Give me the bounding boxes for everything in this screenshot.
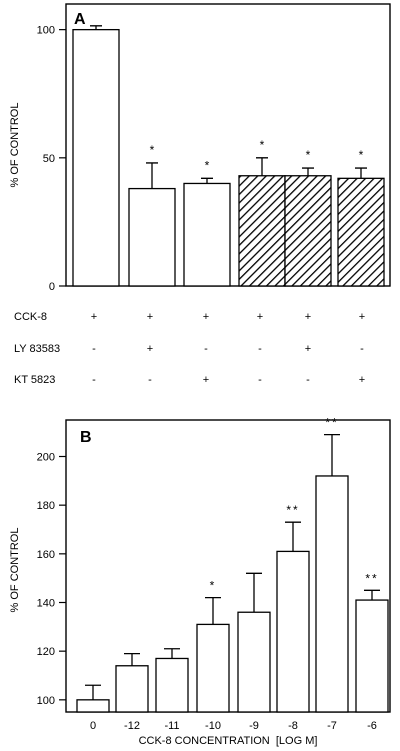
panel-b-label: B	[80, 429, 92, 446]
panel-b-ytick-label: 160	[37, 549, 55, 561]
panel-b-ylabel: % OF CONTROL	[9, 528, 21, 613]
panel-b-bar	[76, 699, 110, 713]
panel-b-xtick-label: -8	[288, 720, 298, 732]
panel-b-bar	[355, 599, 389, 713]
panel-a: A % OF CONTROL 0 50 100 * * * * * CCK-8 + + + + + + L…	[9, 3, 391, 386]
panel-b-xtick-label: -12	[124, 720, 140, 732]
panel-a-label: A	[74, 11, 86, 28]
panel-b-significance-mark: *	[210, 579, 217, 593]
treatment-row-label: LY 83583	[14, 343, 60, 355]
panel-a-bar	[238, 175, 286, 287]
panel-b-bar	[276, 550, 310, 713]
panel-a-error-bar	[146, 162, 158, 189]
treatment-mark: +	[257, 311, 263, 323]
panel-b-significance-mark: **	[286, 503, 299, 517]
panel-a-bar	[183, 182, 231, 287]
panel-b-error-bar	[246, 572, 262, 613]
panel-a-bar	[72, 28, 120, 287]
panel-a-ytick-label: 100	[37, 25, 55, 37]
panel-b-xtick-label: -7	[327, 720, 337, 732]
treatment-mark: -	[306, 374, 310, 386]
treatment-mark: -	[360, 343, 364, 355]
panel-a-significance-mark: *	[150, 143, 155, 157]
panel-a-error-bar	[90, 25, 102, 30]
treatment-mark: +	[359, 311, 365, 323]
treatment-mark: -	[204, 343, 208, 355]
panel-b-bar	[196, 623, 230, 713]
panel-a-significance-mark: *	[359, 148, 364, 162]
treatment-mark: -	[258, 374, 262, 386]
treatment-mark: +	[359, 374, 365, 386]
panel-b-error-bar	[85, 684, 101, 700]
panel-b-significance-mark: **	[325, 416, 338, 430]
panel-b-ytick-label: 180	[37, 500, 55, 512]
treatment-mark: -	[92, 343, 96, 355]
treatment-row-label: KT 5823	[14, 374, 55, 386]
panel-b-xlabel: CCK-8 CONCENTRATION [LOG M]	[139, 735, 318, 747]
panel-b-error-bar	[324, 433, 340, 476]
panel-a-bar	[337, 177, 385, 287]
panel-a-significance-mark: *	[306, 148, 311, 162]
panel-b-error-bar	[205, 596, 221, 625]
panel-b-error-bar	[164, 648, 180, 659]
panel-a-significance-mark: *	[260, 138, 265, 152]
panel-a-error-bar	[355, 167, 367, 179]
panel-b-xtick-label: -6	[367, 720, 377, 732]
treatment-row-label: CCK-8	[14, 311, 47, 323]
panel-b-ytick-label: 200	[37, 452, 55, 464]
treatment-mark: +	[203, 311, 209, 323]
panel-b-bar	[315, 475, 349, 713]
panel-a-ytick-label: 0	[49, 281, 55, 293]
panel-a-bar	[128, 187, 176, 287]
panel-b-error-bar	[124, 652, 140, 666]
treatment-mark: +	[147, 343, 153, 355]
panel-a-bar	[284, 175, 332, 287]
treatment-mark: +	[305, 343, 311, 355]
panel-b-ytick-label: 120	[37, 646, 55, 658]
treatment-mark: -	[258, 343, 262, 355]
treatment-mark: -	[148, 374, 152, 386]
panel-b-error-bar	[285, 521, 301, 552]
panel-a-significance-mark: *	[205, 158, 210, 172]
panel-a-error-bar	[302, 167, 314, 176]
panel-a-error-bar	[256, 157, 268, 176]
panel-b-bar	[115, 665, 149, 713]
panel-b-bar	[237, 611, 271, 713]
treatment-mark: +	[91, 311, 97, 323]
panel-b-xtick-label: -9	[249, 720, 259, 732]
treatment-mark: -	[92, 374, 96, 386]
panel-a-error-bar	[201, 177, 213, 184]
panel-b-bar	[155, 657, 189, 713]
panel-a-ylabel: % OF CONTROL	[9, 103, 21, 188]
panel-b-ytick-label: 100	[37, 695, 55, 707]
panel-b-ytick-label: 140	[37, 598, 55, 610]
panel-a-ytick-label: 50	[43, 153, 55, 165]
treatment-mark: +	[147, 311, 153, 323]
panel-b-significance-mark: **	[365, 571, 378, 585]
panel-b-xtick-label: -10	[205, 720, 221, 732]
panel-b-xtick-label: -11	[164, 720, 179, 732]
panel-b-xtick-label: 0	[90, 720, 96, 732]
panel-b-error-bar	[364, 589, 380, 601]
treatment-mark: +	[203, 374, 209, 386]
treatment-mark: +	[305, 311, 311, 323]
